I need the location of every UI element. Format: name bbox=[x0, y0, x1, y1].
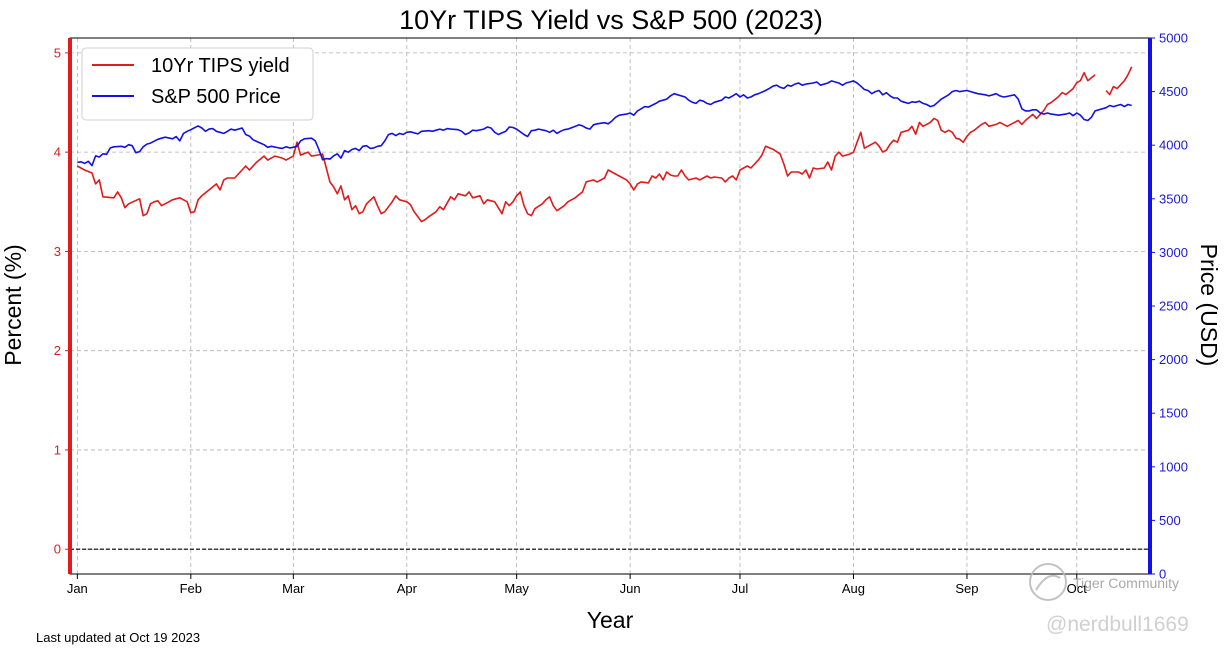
tiger-logo-stroke bbox=[1035, 574, 1061, 591]
legend: 10Yr TIPS yield S&P 500 Price bbox=[81, 47, 314, 121]
x-tick-label: May bbox=[504, 581, 529, 596]
legend-label-tips-yield: 10Yr TIPS yield bbox=[151, 55, 290, 77]
series-line-sp500-price bbox=[77, 80, 1132, 167]
tiger-logo-icon bbox=[1029, 563, 1067, 601]
right-tick-label: 2000 bbox=[1159, 352, 1188, 367]
right-y-axis: 0 500 1000 1500 2000 2500 3000 3500 4000 4500 5000 bbox=[1150, 31, 1188, 582]
left-y-axis-label: Percent (%) bbox=[0, 244, 26, 365]
right-tick-label: 3500 bbox=[1159, 191, 1188, 206]
last-updated-note: Last updated at Oct 19 2023 bbox=[36, 630, 200, 645]
x-tick-label: Aug bbox=[842, 581, 865, 596]
left-tick-label: 3 bbox=[54, 244, 61, 259]
right-tick-label: 4000 bbox=[1159, 138, 1188, 153]
x-axis-label: Year bbox=[587, 607, 634, 633]
x-tick-label: Sep bbox=[955, 581, 978, 596]
left-tick-label: 2 bbox=[54, 343, 61, 358]
left-tick-label: 0 bbox=[54, 542, 61, 557]
x-tick-label: Jun bbox=[620, 581, 641, 596]
x-tick-label: Jul bbox=[732, 581, 749, 596]
watermark-brand: Tiger Community bbox=[1073, 575, 1179, 591]
left-y-axis: 0 1 2 3 4 5 bbox=[54, 45, 70, 557]
left-tick-label: 5 bbox=[54, 45, 61, 60]
right-tick-label: 4500 bbox=[1159, 84, 1188, 99]
x-tick-label: Mar bbox=[282, 581, 305, 596]
right-tick-label: 1500 bbox=[1159, 406, 1188, 421]
x-axis: Jan Feb Mar Apr May Jun Jul Aug Sep Oct bbox=[67, 574, 1087, 596]
series-line-tips-yield bbox=[76, 66, 1133, 223]
x-tick-label: Jan bbox=[67, 581, 88, 596]
watermark: Tiger Community @nerdbull1669 bbox=[1029, 563, 1189, 636]
right-y-axis-label: Price (USD) bbox=[1196, 244, 1222, 367]
right-tick-label: 3000 bbox=[1159, 245, 1188, 260]
x-tick-label: Oct bbox=[1067, 581, 1088, 596]
right-tick-label: 2500 bbox=[1159, 299, 1188, 314]
right-tick-label: 5000 bbox=[1159, 31, 1188, 46]
watermark-handle: @nerdbull1669 bbox=[1046, 613, 1189, 636]
right-tick-label: 500 bbox=[1159, 513, 1181, 528]
x-tick-label: Apr bbox=[397, 581, 418, 596]
chart-title: 10Yr TIPS Yield vs S&P 500 (2023) bbox=[399, 5, 823, 35]
right-tick-label: 0 bbox=[1159, 567, 1166, 582]
left-tick-label: 1 bbox=[54, 442, 61, 457]
left-tick-label: 4 bbox=[54, 145, 61, 160]
legend-label-sp500-price: S&P 500 Price bbox=[151, 86, 281, 108]
series-layer bbox=[76, 66, 1133, 223]
right-tick-label: 1000 bbox=[1159, 459, 1188, 474]
x-tick-label: Feb bbox=[180, 581, 202, 596]
legend-box bbox=[81, 47, 314, 121]
